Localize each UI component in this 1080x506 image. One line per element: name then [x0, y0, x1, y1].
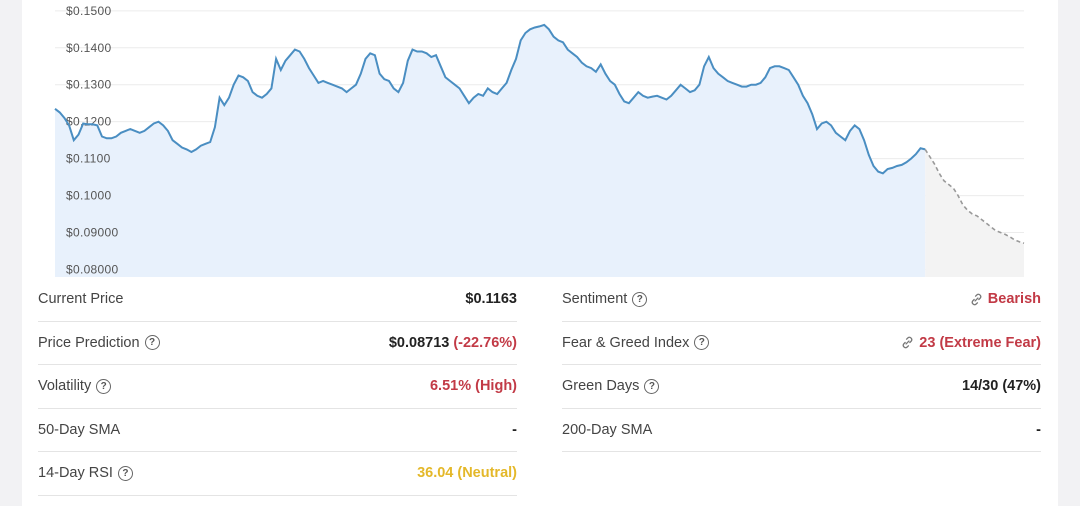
- stat-value: 14/30 (47%): [962, 378, 1041, 395]
- price-area-fill: [55, 24, 926, 278]
- link-icon: [971, 293, 982, 306]
- help-icon[interactable]: ?: [96, 378, 112, 394]
- stat-label: Current Price: [38, 291, 124, 308]
- stat-row-green-days: Green Days? 14/30 (47%): [562, 365, 1041, 409]
- help-icon[interactable]: ?: [694, 335, 710, 351]
- stat-label: 50-Day SMA: [38, 421, 121, 438]
- y-tick-label: $0.1200: [66, 115, 112, 129]
- stat-row-current-price: Current Price $0.1163: [38, 278, 517, 322]
- stat-value[interactable]: Bearish: [969, 291, 1041, 307]
- stat-value: -: [1036, 421, 1041, 438]
- price-chart: $0.1500 $0.1400 $0.1300 $0.1200 $0.1100 $0.10…: [22, 0, 1058, 285]
- stats-left: Current Price $0.1163 Price Prediction? …: [38, 278, 517, 496]
- stat-label: Price Prediction?: [38, 335, 160, 351]
- stat-label: 200-Day SMA: [562, 421, 653, 438]
- help-icon[interactable]: ?: [144, 335, 160, 351]
- stat-row-14-day-rsi: 14-Day RSI? 36.04 (Neutral): [38, 452, 517, 496]
- prediction-card: $0.1500 $0.1400 $0.1300 $0.1200 $0.1100 $0.10…: [22, 0, 1058, 506]
- stat-label: Sentiment?: [562, 291, 648, 307]
- y-tick-label: $0.08000: [66, 262, 118, 276]
- stat-row-sentiment: Sentiment? Bearish: [562, 278, 1041, 322]
- forecast-line: [924, 148, 1025, 244]
- stat-value[interactable]: 23 (Extreme Fear): [900, 335, 1041, 351]
- help-icon[interactable]: ?: [117, 465, 133, 481]
- stat-label: Fear & Greed Index?: [562, 335, 710, 351]
- stat-row-50-day-sma: 50-Day SMA -: [38, 409, 517, 452]
- y-tick-label: $0.1000: [66, 189, 112, 203]
- stat-row-fear-greed: Fear & Greed Index? 23 (Extreme Fear): [562, 322, 1041, 365]
- y-tick-label: $0.1300: [66, 78, 112, 92]
- link-icon: [902, 336, 913, 349]
- help-icon[interactable]: ?: [644, 378, 660, 394]
- stat-change: (-22.76%): [453, 334, 517, 351]
- price-chart-svg: $0.1500 $0.1400 $0.1300 $0.1200 $0.1100 $0.10…: [54, 4, 1025, 278]
- stat-label: Green Days?: [562, 378, 660, 394]
- y-tick-label: $0.09000: [66, 226, 118, 240]
- forecast-area-fill: [925, 149, 1024, 277]
- stat-label: 14-Day RSI?: [38, 465, 133, 481]
- stats-right: Sentiment? Bearish Fear & Greed Index? 2…: [562, 278, 1041, 452]
- y-tick-label: $0.1500: [66, 4, 112, 18]
- stat-value: $0.1163: [465, 291, 517, 308]
- stat-label: Volatility?: [38, 378, 112, 394]
- y-tick-label: $0.1400: [66, 41, 112, 55]
- stat-value: 36.04 (Neutral): [417, 465, 517, 482]
- stat-row-price-prediction: Price Prediction? $0.08713 (-22.76%): [38, 322, 517, 365]
- help-icon[interactable]: ?: [632, 291, 648, 307]
- stat-row-200-day-sma: 200-Day SMA -: [562, 409, 1041, 452]
- y-tick-label: $0.1100: [66, 152, 111, 166]
- price-line: [54, 23, 926, 175]
- stat-value: -: [512, 421, 517, 438]
- stat-value: $0.08713 (-22.76%): [388, 334, 517, 351]
- stat-value: 6.51% (High): [429, 378, 517, 395]
- stat-row-volatility: Volatility? 6.51% (High): [38, 365, 517, 409]
